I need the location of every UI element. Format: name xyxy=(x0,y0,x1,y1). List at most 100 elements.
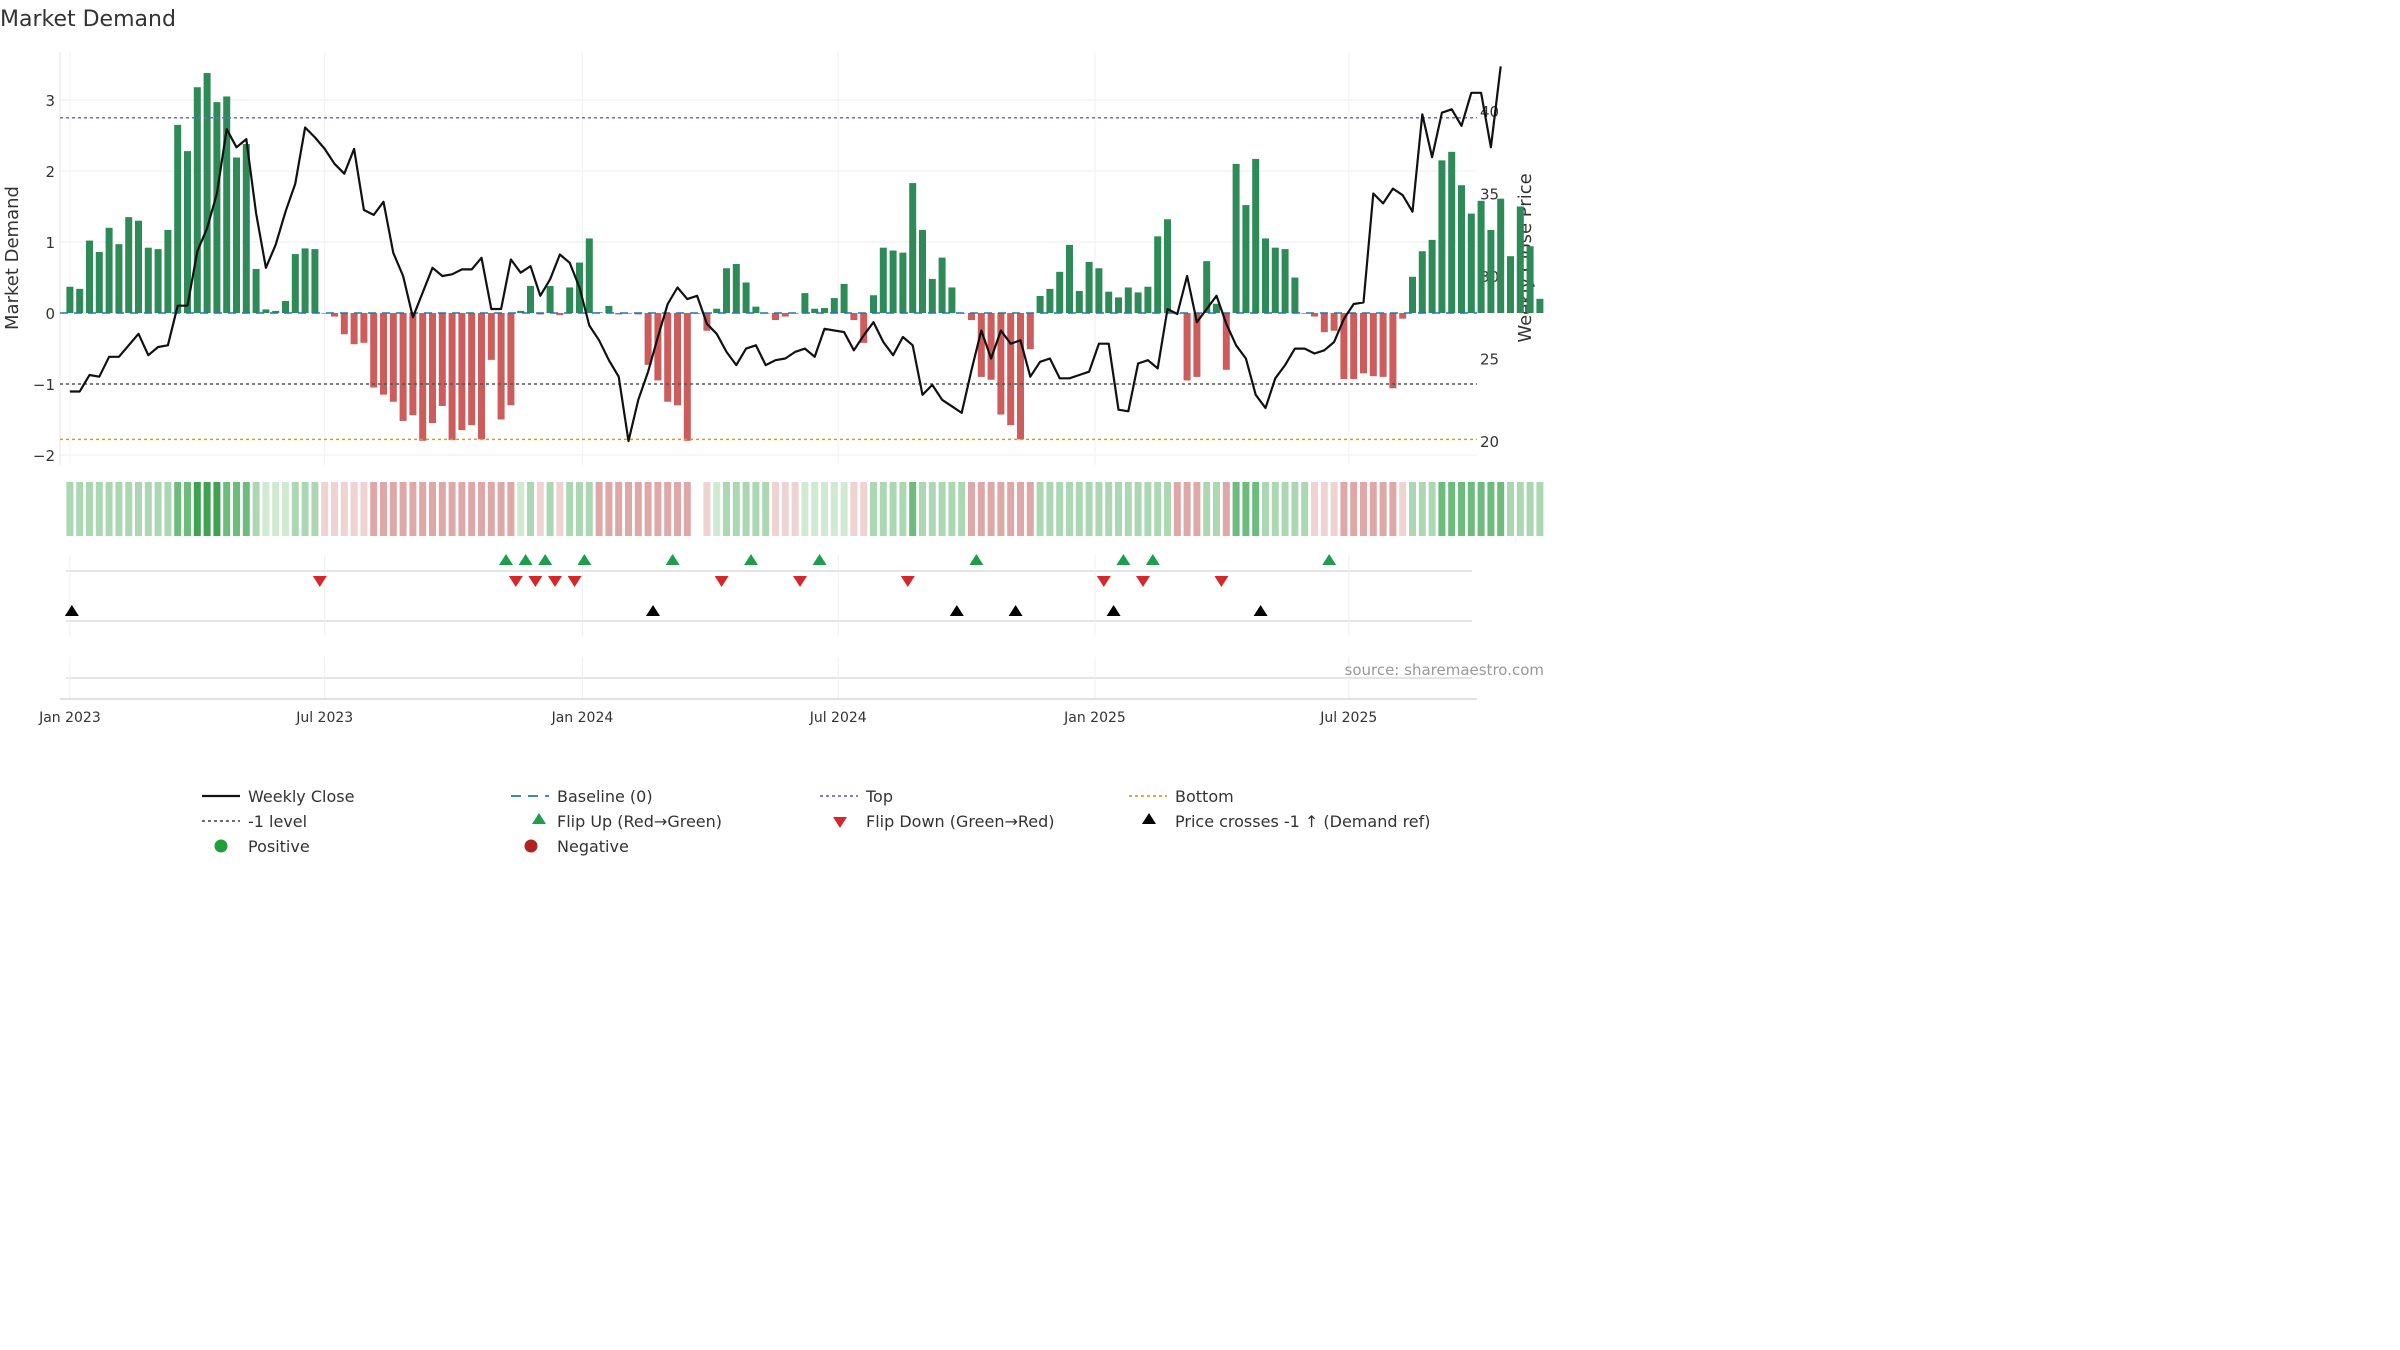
demand-bar-positive xyxy=(1516,206,1524,313)
demand-bar-negative xyxy=(987,313,995,380)
heat-strip-cell xyxy=(1115,482,1122,536)
demand-bar-positive xyxy=(899,252,907,313)
heat-strip-cell xyxy=(115,482,123,536)
heat-strip-cell xyxy=(840,482,848,536)
heat-strip-cell xyxy=(556,482,564,536)
heat-strip-cell xyxy=(438,482,446,536)
demand-bar-positive xyxy=(742,282,750,313)
demand-bar-negative xyxy=(331,313,338,317)
y-right-tick-label: 20 xyxy=(1480,433,1499,451)
heat-strip-cell xyxy=(125,482,133,536)
demand-bar-positive xyxy=(1056,271,1064,313)
legend-swatch xyxy=(524,839,538,853)
heat-strip-cell xyxy=(1379,482,1387,536)
flip-down-marker xyxy=(714,576,729,587)
demand-bar-negative xyxy=(654,313,662,381)
demand-bar-negative xyxy=(1330,313,1338,331)
demand-bar-positive xyxy=(801,293,809,313)
demand-bar-positive xyxy=(1124,287,1132,313)
price-cross-marker xyxy=(64,605,79,616)
source-note: source: sharemaestro.com xyxy=(1345,661,1545,679)
heat-strip-cell xyxy=(1007,482,1015,536)
legend-label: Negative xyxy=(557,837,629,856)
demand-bar-positive xyxy=(272,310,280,313)
demand-bar-positive xyxy=(732,264,740,313)
demand-bar-positive xyxy=(1438,160,1446,313)
flip-down-marker xyxy=(312,576,327,587)
heat-strip-cell xyxy=(272,482,280,536)
demand-bar-negative xyxy=(478,313,485,440)
heat-strip-cell xyxy=(968,482,975,536)
heat-strip-cell xyxy=(1056,482,1064,536)
heat-strip-cell xyxy=(487,482,495,536)
heat-strip-cell xyxy=(1418,482,1426,536)
demand-bar-positive xyxy=(1232,163,1240,313)
legend-swatch xyxy=(532,813,546,824)
demand-bar-positive xyxy=(566,287,574,313)
demand-bar-negative xyxy=(1193,313,1201,377)
chart-title: Market Demand xyxy=(0,7,176,32)
flip-up-marker xyxy=(1322,554,1337,565)
heat-strip-cell xyxy=(242,482,250,536)
heat-strip-cell xyxy=(674,482,681,536)
demand-bar-positive xyxy=(840,283,848,313)
legend-swatch xyxy=(214,839,228,853)
demand-bar-positive xyxy=(870,295,877,313)
heat-strip-cell xyxy=(1330,482,1338,536)
heat-strip-cell xyxy=(340,482,348,536)
heat-strip-cell xyxy=(468,482,476,536)
demand-bar-positive xyxy=(1213,303,1220,313)
demand-bar-positive xyxy=(321,313,329,314)
demand-bar-positive xyxy=(1085,261,1093,313)
heat-strip-cell xyxy=(184,482,191,536)
heat-strip-cell xyxy=(233,482,240,536)
demand-bar-positive xyxy=(184,151,191,313)
demand-bar-positive xyxy=(879,247,887,313)
heat-strip-cell xyxy=(478,482,485,536)
heat-strip-cell xyxy=(664,482,672,536)
heat-strip-cell xyxy=(1458,482,1465,536)
demand-bar-positive xyxy=(1154,236,1162,313)
demand-bar-negative xyxy=(1340,313,1348,380)
heat-strip-cell xyxy=(605,482,613,536)
heat-strip-cell xyxy=(1222,482,1230,536)
heat-strip-cell xyxy=(1467,482,1475,536)
demand-bar-negative xyxy=(997,313,1005,415)
demand-bar-negative xyxy=(1183,313,1191,381)
flip-down-marker xyxy=(900,576,915,587)
legend-label: Bottom xyxy=(1175,787,1234,806)
legend-label: Flip Up (Red→Green) xyxy=(557,812,722,831)
legend-item: Flip Down (Green→Red) xyxy=(833,812,1055,831)
legend: Weekly Close Baseline (0) Top Bottom -1 leve… xyxy=(202,787,1431,856)
demand-bar-positive xyxy=(213,102,221,313)
heat-strip-cell xyxy=(419,482,427,536)
heat-strip-cell xyxy=(1066,482,1073,536)
demand-bar-positive xyxy=(252,268,260,313)
heat-strip-cell xyxy=(801,482,809,536)
heat-strip-cell xyxy=(105,482,113,536)
heat-strip-cell xyxy=(282,482,289,536)
legend-item: Price crosses -1 ↑ (Demand ref) xyxy=(1142,812,1431,831)
flip-up-marker xyxy=(744,554,758,565)
heat-strip-cell xyxy=(977,482,985,536)
demand-bar-positive xyxy=(909,183,917,313)
flip-down-marker xyxy=(528,576,543,587)
demand-bar-positive xyxy=(233,157,240,313)
demand-bar-positive xyxy=(301,248,309,313)
heat-strip-cell xyxy=(1144,482,1152,536)
heat-strip-cell xyxy=(1046,482,1054,536)
demand-bar-positive xyxy=(174,124,182,313)
heat-strip-cell xyxy=(1281,482,1289,536)
heat-strip-cell xyxy=(223,482,231,536)
demand-bar-negative xyxy=(664,313,672,402)
legend-item: Positive xyxy=(214,837,310,856)
heat-strip-cell xyxy=(987,482,995,536)
heat-strip-cell xyxy=(732,482,740,536)
heat-strip-cell xyxy=(1438,482,1446,536)
heat-strip-cell xyxy=(928,482,936,536)
heat-strip-cell xyxy=(1291,482,1299,536)
legend-item: Weekly Close xyxy=(202,787,354,806)
legend-label: Weekly Close xyxy=(248,787,354,806)
demand-bar-positive xyxy=(311,249,319,313)
demand-bar-positive xyxy=(1477,200,1485,313)
